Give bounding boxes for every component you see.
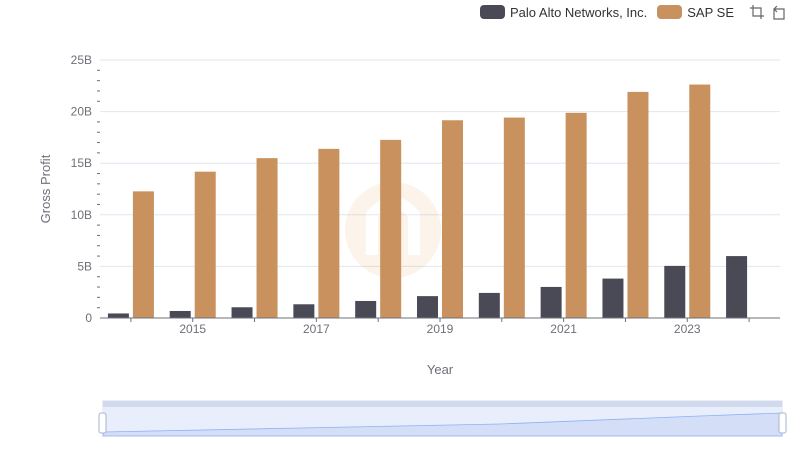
- x-tick-label: 2023: [674, 322, 701, 336]
- bar-sap-2014[interactable]: [132, 191, 154, 318]
- x-axis-title: Year: [427, 362, 454, 377]
- legend-item-palo-alto[interactable]: Palo Alto Networks, Inc.: [479, 4, 648, 20]
- legend-label-sap: SAP SE: [687, 4, 734, 20]
- slider-top-bar[interactable]: [103, 401, 782, 407]
- bar-palo-alto-2020[interactable]: [478, 292, 500, 318]
- bar-sap-2016[interactable]: [256, 158, 278, 318]
- x-tick-label: 2021: [550, 322, 577, 336]
- slider-right-handle[interactable]: [778, 412, 787, 434]
- bars: [107, 84, 748, 319]
- bar-palo-alto-2023[interactable]: [664, 265, 686, 318]
- bar-sap-2022[interactable]: [627, 91, 649, 319]
- bar-palo-alto-2019[interactable]: [417, 296, 438, 318]
- y-tick-label: 25B: [71, 53, 92, 67]
- y-tick-label: 20B: [71, 105, 92, 119]
- bar-sap-2019[interactable]: [442, 120, 463, 318]
- bar-sap-2018[interactable]: [380, 139, 402, 318]
- legend-label-palo-alto: Palo Alto Networks, Inc.: [509, 4, 648, 20]
- slider-preview: [102, 412, 783, 437]
- legend-swatch-palo-alto: [479, 5, 505, 19]
- slider-left-handle[interactable]: [98, 412, 107, 434]
- bar-sap-2015[interactable]: [194, 171, 216, 318]
- legend-swatch-sap: [657, 5, 683, 19]
- bar-sap-2017[interactable]: [318, 148, 340, 318]
- y-tick-label: 5B: [77, 259, 92, 273]
- bar-palo-alto-2021[interactable]: [540, 286, 562, 318]
- bar-palo-alto-2024[interactable]: [726, 256, 748, 318]
- bar-palo-alto-2018[interactable]: [355, 300, 377, 318]
- bar-sap-2021[interactable]: [565, 112, 587, 318]
- x-axis-ticks: 2015 2017 2019 2021 2023: [130, 318, 750, 336]
- restore-icon[interactable]: [770, 3, 788, 21]
- bar-palo-alto-2017[interactable]: [293, 304, 315, 318]
- bar-palo-alto-2014[interactable]: [107, 313, 129, 318]
- bar-palo-alto-2015[interactable]: [169, 310, 191, 318]
- y-tick-label: 10B: [71, 208, 92, 222]
- legend-item-sap[interactable]: SAP SE: [657, 5, 734, 20]
- bar-palo-alto-2022[interactable]: [602, 278, 624, 318]
- data-zoom-slider[interactable]: [98, 400, 787, 437]
- bar-sap-2023[interactable]: [689, 84, 711, 318]
- bar-sap-2020[interactable]: [503, 117, 525, 318]
- zoom-icon[interactable]: [748, 3, 766, 21]
- y-tick-label: 15B: [71, 156, 92, 170]
- legend: Palo Alto Networks, Inc. SAP SE: [479, 3, 788, 21]
- x-tick-label: 2017: [303, 322, 330, 336]
- x-tick-label: 2015: [179, 322, 206, 336]
- x-tick-label: 2019: [427, 322, 454, 336]
- bar-palo-alto-2016[interactable]: [231, 307, 253, 318]
- y-axis-title: Gross Profit: [38, 154, 53, 223]
- y-tick-label: 0: [85, 311, 92, 325]
- y-axis-ticks: 0 5B 10B 15B 20B 25B: [71, 53, 100, 325]
